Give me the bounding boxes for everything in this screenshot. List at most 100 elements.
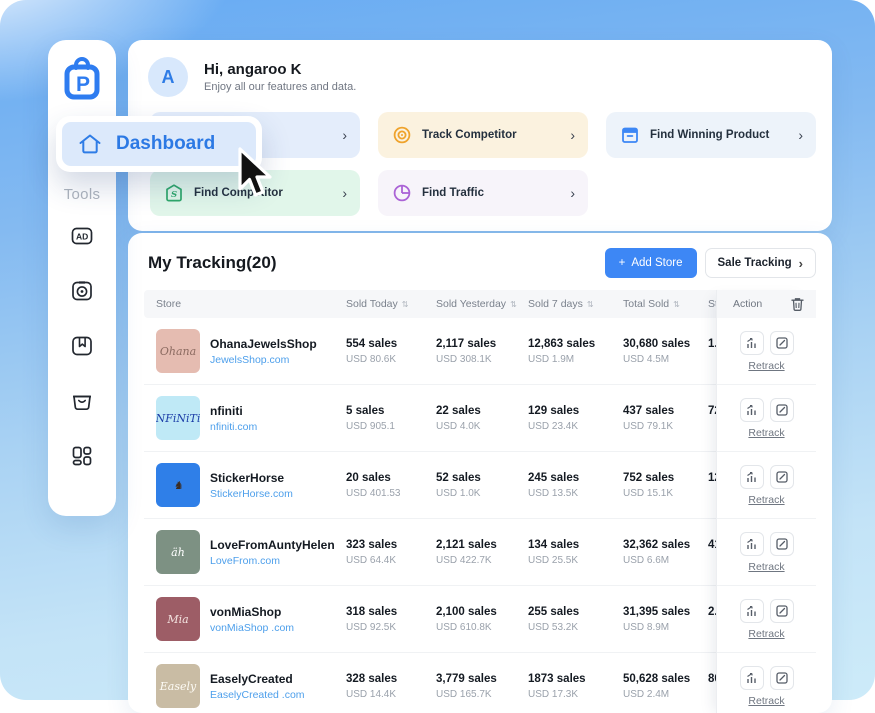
retrack-link[interactable]: Retrack (748, 494, 784, 506)
dashboard-label: Dashboard (116, 133, 215, 155)
chevron-right-icon: › (342, 186, 347, 200)
greeting-subtitle: Enjoy all our features and data. (204, 81, 356, 93)
tracking-table: Store Sold Today⇅ Sold Yesterday⇅ Sold 7… (144, 290, 816, 713)
bar-chart-icon (746, 471, 758, 483)
sale-tracking-button[interactable]: Sale Tracking › (705, 248, 817, 278)
sidebar-item-dashboard[interactable]: Dashboard (62, 122, 256, 166)
store-cell: NFiNiTi nfiniti nfiniti.com (156, 396, 346, 440)
store-domain-link[interactable]: vonMiaShop .com (210, 622, 294, 634)
action-rows: Retrack Retrack (717, 318, 816, 713)
col-total-sold[interactable]: Total Sold⇅ (623, 298, 708, 310)
edit-button[interactable] (770, 666, 794, 690)
store-name: nfiniti (210, 404, 257, 418)
action-row: Retrack (717, 452, 816, 519)
store-bag-icon (69, 388, 95, 414)
app-logo-icon[interactable]: P (62, 56, 102, 100)
sort-icon: ⇅ (673, 300, 680, 309)
store-domain-link[interactable]: LoveFrom.com (210, 555, 335, 567)
product-box-icon (619, 124, 641, 146)
edit-button[interactable] (770, 331, 794, 355)
store-logo: NFiNiTi (156, 396, 200, 440)
tracking-title: My Tracking(20) (148, 253, 277, 273)
retrack-link[interactable]: Retrack (748, 628, 784, 640)
retrack-link[interactable]: Retrack (748, 561, 784, 573)
target-icon (391, 124, 413, 146)
chevron-right-icon: › (799, 256, 803, 271)
sidebar-item-ads[interactable]: AD (68, 222, 96, 250)
track-competitor-icon (69, 278, 95, 304)
action-header: Action (717, 290, 816, 318)
feature-card-find-winning-product[interactable]: Find Winning Product › (606, 112, 816, 158)
sidebar-item-apps[interactable] (68, 442, 96, 470)
edit-button[interactable] (770, 532, 794, 556)
edit-button[interactable] (770, 465, 794, 489)
retrack-link[interactable]: Retrack (748, 695, 784, 707)
stats-button[interactable] (740, 398, 764, 422)
store-cell: Mia vonMiaShop vonMiaShop .com (156, 597, 346, 641)
delete-all-button[interactable] (791, 297, 804, 311)
dashboard-popup: Dashboard (56, 116, 262, 172)
tools-section-label: Tools (48, 186, 116, 203)
add-store-button[interactable]: + Add Store (605, 248, 697, 278)
svg-text:S: S (171, 190, 177, 200)
bar-chart-icon (746, 337, 758, 349)
feature-card-track-competitor[interactable]: Track Competitor › (378, 112, 588, 158)
ads-icon: AD (69, 223, 95, 249)
store-cell: ♞ StickerHorse StickerHorse.com (156, 463, 346, 507)
bar-chart-icon (746, 538, 758, 550)
action-row: Retrack (717, 318, 816, 385)
sidebar-item-store[interactable] (68, 387, 96, 415)
edit-button[interactable] (770, 398, 794, 422)
store-domain-link[interactable]: StickerHorse.com (210, 488, 293, 500)
chevron-right-icon: › (570, 128, 575, 142)
action-row: Retrack (717, 519, 816, 586)
sort-icon: ⇅ (402, 300, 409, 309)
stats-button[interactable] (740, 532, 764, 556)
store-name: vonMiaShop (210, 605, 294, 619)
col-sold-7days[interactable]: Sold 7 days⇅ (528, 298, 623, 310)
action-row: Retrack (717, 653, 816, 713)
trash-icon (791, 297, 804, 311)
col-sold-yesterday[interactable]: Sold Yesterday⇅ (436, 298, 528, 310)
home-icon (77, 132, 103, 156)
user-avatar[interactable]: A (148, 57, 188, 97)
edit-icon (776, 605, 788, 617)
greeting-title: Hi, angaroo K (204, 61, 302, 78)
feature-card-find-traffic[interactable]: Find Traffic › (378, 170, 588, 216)
bookmark-icon (69, 333, 95, 359)
store-domain-link[interactable]: JewelsShop.com (210, 354, 317, 366)
store-name: StickerHorse (210, 471, 293, 485)
store-domain-link[interactable]: nfiniti.com (210, 421, 257, 433)
sidebar-item-track-competitor[interactable] (68, 277, 96, 305)
col-sold-today[interactable]: Sold Today⇅ (346, 298, 436, 310)
bar-chart-icon (746, 605, 758, 617)
retrack-link[interactable]: Retrack (748, 427, 784, 439)
plus-icon: + (619, 257, 626, 269)
stats-button[interactable] (740, 465, 764, 489)
action-row: Retrack (717, 385, 816, 452)
sidebar-icon-menu: AD (48, 222, 116, 470)
store-name: OhanaJewelsShop (210, 337, 317, 351)
stats-button[interactable] (740, 666, 764, 690)
retrack-link[interactable]: Retrack (748, 360, 784, 372)
edit-button[interactable] (770, 599, 794, 623)
sidebar-item-bookmarks[interactable] (68, 332, 96, 360)
stats-button[interactable] (740, 599, 764, 623)
store-domain-link[interactable]: EaselyCreated .com (210, 689, 305, 701)
svg-text:P: P (76, 73, 90, 96)
stats-button[interactable] (740, 331, 764, 355)
